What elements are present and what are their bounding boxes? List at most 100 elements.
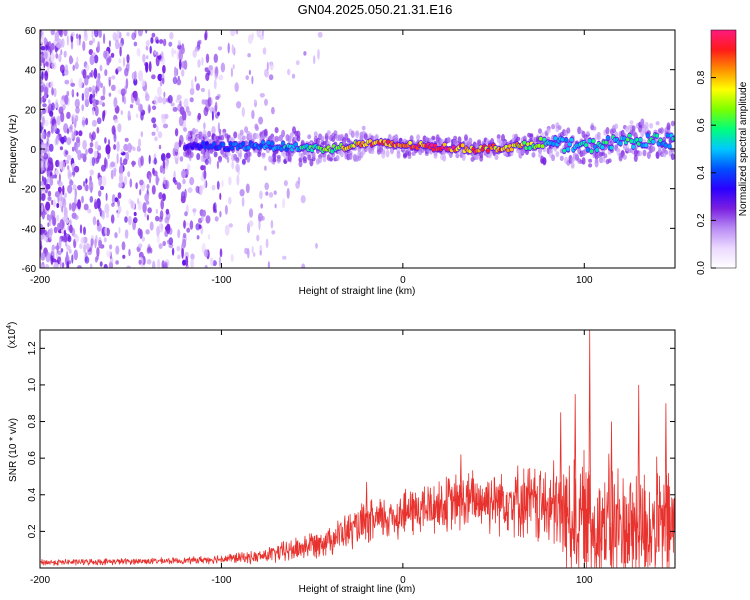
noise-cell (41, 53, 45, 60)
y-tick-label: 0.8 (27, 414, 38, 428)
noise-cell (164, 216, 170, 224)
noise-cell (221, 180, 224, 188)
noise-cell (124, 137, 129, 142)
noise-cell (156, 229, 160, 238)
halo-cell (431, 136, 436, 140)
noise-cell (215, 96, 220, 100)
noise-cell (198, 39, 202, 45)
halo-cell (198, 131, 203, 136)
noise-cell (41, 175, 44, 182)
noise-cell (245, 75, 249, 81)
noise-cell (101, 175, 107, 187)
noise-cell (40, 160, 43, 168)
noise-cell (77, 265, 82, 268)
noise-cell (69, 202, 72, 211)
noise-cell (94, 256, 98, 263)
ridge-cell (627, 133, 632, 138)
noise-cell (90, 263, 93, 268)
noise-cell (145, 40, 150, 47)
ridge-cell (551, 141, 556, 146)
noise-cell (75, 136, 81, 143)
noise-cell (93, 68, 98, 79)
halo-cell (620, 149, 625, 157)
noise-cell (271, 106, 275, 115)
noise-cell (55, 103, 59, 109)
noise-cell (137, 30, 143, 37)
noise-cell (41, 115, 45, 125)
halo-cell (407, 154, 412, 159)
noise-cell (155, 174, 159, 186)
halo-cell (255, 125, 259, 132)
noise-cell (96, 127, 100, 134)
noise-cell (162, 167, 166, 175)
noise-cell (184, 211, 188, 217)
noise-cell (72, 146, 75, 152)
halo-cell (239, 129, 244, 136)
noise-cell (95, 84, 98, 94)
noise-cell (176, 182, 182, 190)
y-tick-label: 20 (25, 105, 37, 116)
noise-cell (56, 180, 61, 185)
halo-cell (446, 136, 451, 143)
halo-cell (237, 152, 242, 158)
noise-cell (241, 197, 245, 207)
noise-cell (241, 107, 245, 117)
noise-cell (175, 159, 179, 165)
noise-cell (45, 251, 51, 263)
noise-cell (43, 37, 47, 45)
noise-cell (256, 234, 260, 242)
noise-cell (176, 78, 182, 86)
halo-cell (433, 153, 438, 159)
noise-cell (49, 81, 54, 89)
halo-cell (311, 153, 316, 159)
halo-cell (204, 158, 209, 165)
noise-cell (273, 190, 277, 195)
ridge-cell (629, 139, 634, 144)
noise-cell (49, 143, 54, 152)
noise-cell (148, 154, 151, 165)
noise-cell (60, 160, 66, 172)
noise-cell (89, 169, 94, 176)
noise-cell (55, 169, 59, 176)
noise-cell (149, 221, 154, 231)
noise-cell (59, 146, 64, 151)
noise-cell (164, 113, 169, 120)
noise-cell (210, 97, 213, 106)
noise-cell (262, 47, 267, 55)
noise-cell (109, 244, 113, 250)
halo-cell (272, 151, 277, 160)
noise-cell (116, 66, 122, 72)
snr-series-line (40, 449, 675, 568)
noise-cell (166, 223, 171, 235)
halo-cell (322, 155, 327, 163)
noise-cell (115, 260, 119, 265)
noise-cell (136, 48, 141, 57)
noise-cell (61, 38, 65, 48)
noise-cell (66, 111, 71, 119)
ridge-cell (486, 148, 490, 153)
noise-cell (44, 189, 48, 194)
halo-cell (385, 149, 390, 158)
noise-cell (132, 146, 136, 152)
noise-cell (83, 226, 86, 236)
noise-cell (105, 144, 111, 155)
noise-cell (81, 195, 84, 204)
noise-cell (81, 104, 84, 112)
noise-cell (295, 60, 300, 66)
noise-cell (220, 62, 226, 73)
noise-cell (104, 157, 107, 168)
noise-cell (114, 161, 117, 169)
noise-cell (170, 102, 175, 107)
noise-cell (89, 54, 95, 66)
halo-cell (207, 130, 212, 138)
noise-cell (156, 39, 159, 44)
noise-cell (124, 229, 129, 239)
noise-cell (50, 42, 55, 51)
noise-cell (258, 212, 263, 222)
halo-cell (585, 130, 590, 136)
noise-cell (136, 145, 140, 152)
noise-cell (113, 133, 117, 143)
noise-cell (145, 93, 150, 102)
noise-cell (145, 30, 148, 34)
halo-cell (272, 158, 277, 163)
